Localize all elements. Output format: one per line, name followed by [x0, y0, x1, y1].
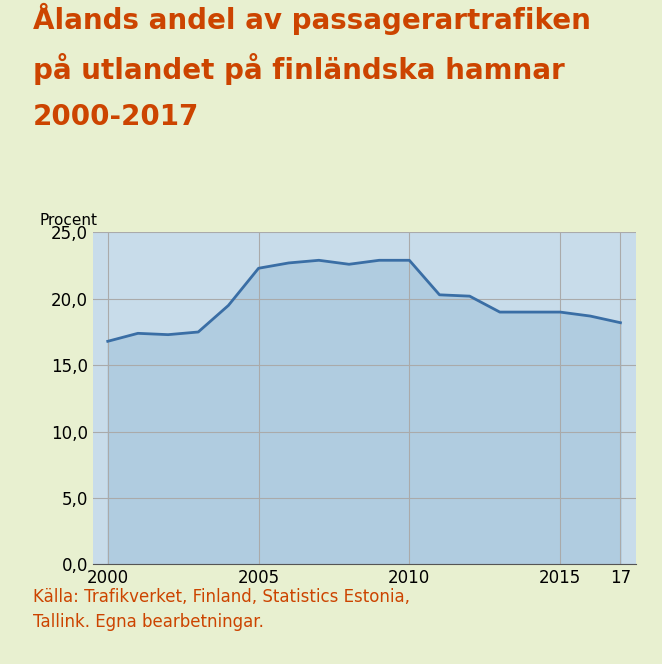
- Text: Källa: Trafikverket, Finland, Statistics Estonia,
Tallink. Egna bearbetningar.: Källa: Trafikverket, Finland, Statistics…: [33, 588, 410, 631]
- Text: på utlandet på finländska hamnar: på utlandet på finländska hamnar: [33, 53, 565, 85]
- Text: 2000-2017: 2000-2017: [33, 103, 199, 131]
- Text: Procent: Procent: [40, 212, 98, 228]
- Text: Ålands andel av passagerartrafiken: Ålands andel av passagerartrafiken: [33, 3, 591, 35]
